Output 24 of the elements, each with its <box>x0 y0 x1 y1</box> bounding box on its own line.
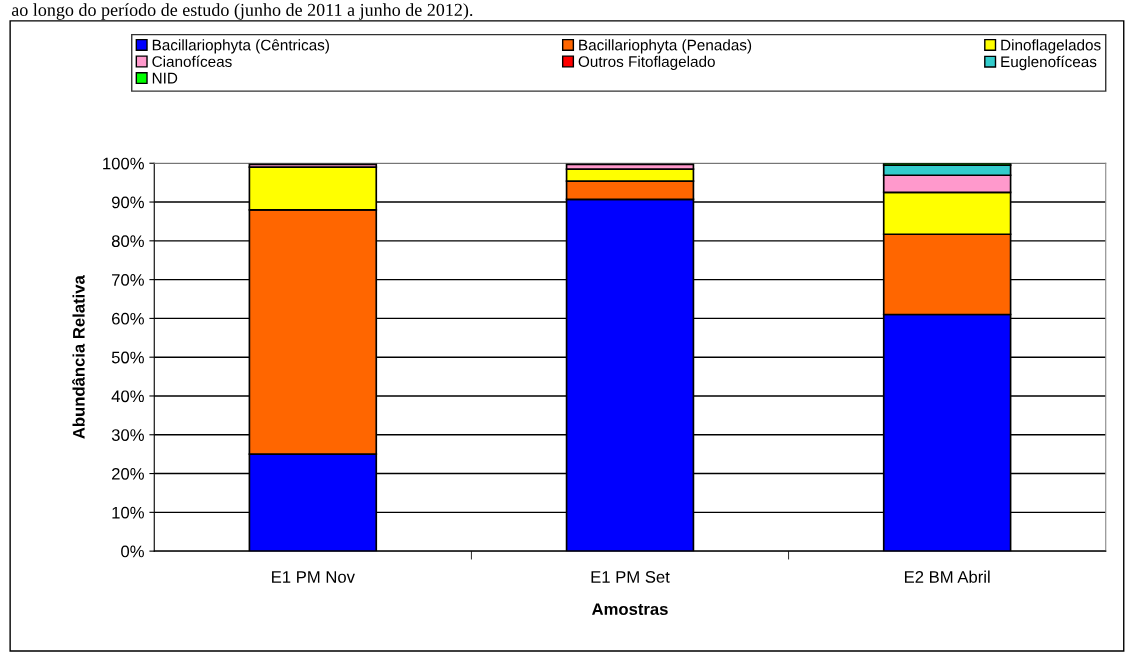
x-tick-label: E1 PM Nov <box>272 571 355 583</box>
x-tick-label: E1 PM Set <box>591 571 670 583</box>
legend-label: Euglenofíceas <box>1001 55 1097 71</box>
y-tick-label: 30% <box>111 429 144 441</box>
legend-label: Bacillariophyta (Cêntricas) <box>152 39 329 54</box>
y-tick-label: 20% <box>112 467 144 480</box>
legend-label: Dinoflagelados <box>1001 39 1101 54</box>
y-tick-label: 10% <box>112 506 144 519</box>
text: ao longo do período de estudo (junho de 2011 a junho de 2012). <box>11 3 473 20</box>
y-axis-title: Abundância Relativa <box>72 275 85 439</box>
y-tick-label: 100% <box>103 157 144 170</box>
legend-label: NID <box>152 72 178 84</box>
x-axis-title: Amostras <box>591 603 668 616</box>
y-tick-label: 40% <box>111 390 144 403</box>
y-tick-label: 60% <box>112 312 144 325</box>
y-tick-label: 70% <box>112 274 144 286</box>
legend-label: Cianofíceas <box>152 55 232 67</box>
y-tick-label: 90% <box>111 196 144 209</box>
legend-label: Outros Fitoflagelado <box>578 55 715 71</box>
y-tick-label: 50% <box>111 351 144 364</box>
y-tick-label: 80% <box>111 235 144 248</box>
y-tick-label: 0% <box>121 545 144 558</box>
x-tick-label: E2 BM Abril <box>904 570 990 583</box>
legend-label: Bacillariophyta (Penadas) <box>579 39 752 54</box>
